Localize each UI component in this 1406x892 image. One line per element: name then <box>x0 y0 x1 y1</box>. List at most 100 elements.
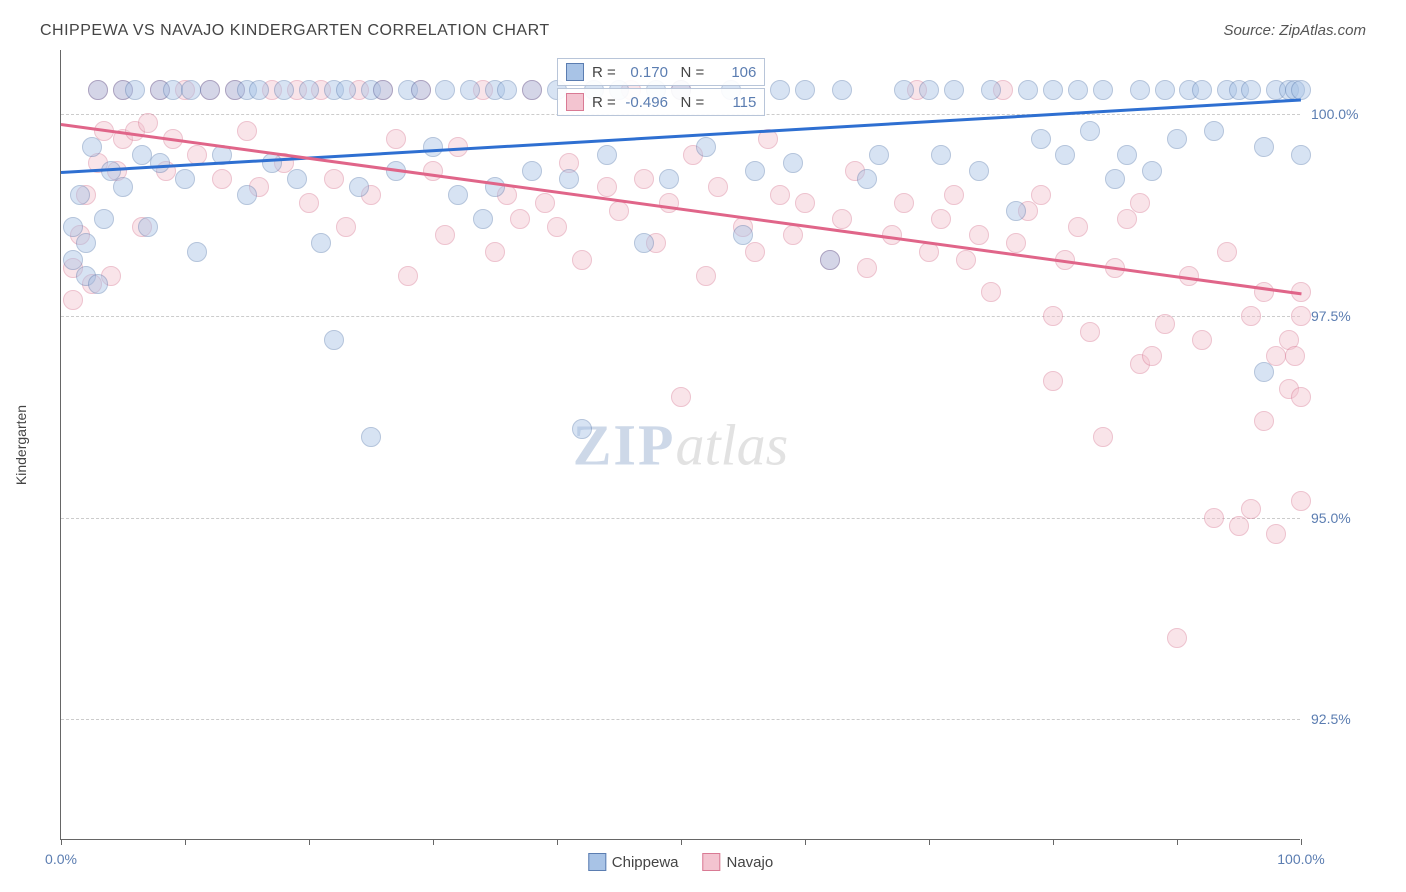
scatter-point-chippewa <box>770 80 790 100</box>
scatter-point-chippewa <box>969 161 989 181</box>
scatter-point-chippewa <box>1105 169 1125 189</box>
scatter-point-chippewa <box>559 169 579 189</box>
scatter-point-navajo <box>572 250 592 270</box>
scatter-point-chippewa <box>181 80 201 100</box>
scatter-point-chippewa <box>1155 80 1175 100</box>
scatter-point-chippewa <box>944 80 964 100</box>
scatter-point-navajo <box>1093 427 1113 447</box>
watermark: ZIPatlas <box>573 411 789 478</box>
scatter-point-chippewa <box>274 80 294 100</box>
gridline-h <box>61 518 1300 519</box>
scatter-point-navajo <box>956 250 976 270</box>
scatter-point-chippewa <box>94 209 114 229</box>
scatter-point-chippewa <box>82 137 102 157</box>
scatter-point-navajo <box>1117 209 1137 229</box>
scatter-point-navajo <box>1155 314 1175 334</box>
scatter-point-navajo <box>1285 346 1305 366</box>
scatter-point-chippewa <box>125 80 145 100</box>
scatter-point-chippewa <box>1192 80 1212 100</box>
scatter-point-chippewa <box>1043 80 1063 100</box>
scatter-point-chippewa <box>163 80 183 100</box>
scatter-point-chippewa <box>1142 161 1162 181</box>
scatter-point-navajo <box>1217 242 1237 262</box>
scatter-point-navajo <box>931 209 951 229</box>
scatter-point-chippewa <box>448 185 468 205</box>
x-tick <box>929 839 930 845</box>
scatter-point-navajo <box>138 113 158 133</box>
scatter-point-chippewa <box>435 80 455 100</box>
scatter-point-chippewa <box>237 185 257 205</box>
scatter-point-chippewa <box>262 153 282 173</box>
scatter-point-chippewa <box>311 233 331 253</box>
scatter-point-navajo <box>510 209 530 229</box>
y-tick-label: 100.0% <box>1311 106 1358 122</box>
stat-swatch-chippewa <box>566 63 584 81</box>
scatter-point-navajo <box>336 217 356 237</box>
scatter-point-chippewa <box>138 217 158 237</box>
scatter-point-chippewa <box>919 80 939 100</box>
scatter-point-chippewa <box>423 137 443 157</box>
source-attribution: Source: ZipAtlas.com <box>1223 22 1366 39</box>
scatter-point-navajo <box>1167 628 1187 648</box>
scatter-point-navajo <box>795 193 815 213</box>
scatter-point-chippewa <box>460 80 480 100</box>
scatter-point-chippewa <box>894 80 914 100</box>
scatter-point-navajo <box>1043 306 1063 326</box>
scatter-point-chippewa <box>411 80 431 100</box>
x-tick <box>557 839 558 845</box>
x-tick <box>1177 839 1178 845</box>
scatter-point-chippewa <box>659 169 679 189</box>
scatter-point-navajo <box>1068 217 1088 237</box>
scatter-point-chippewa <box>1291 80 1311 100</box>
scatter-point-chippewa <box>522 80 542 100</box>
stat-box-navajo: R = -0.496 N = 115 <box>557 88 765 116</box>
x-tick-label: 0.0% <box>45 851 77 867</box>
x-tick <box>1301 839 1302 845</box>
scatter-point-chippewa <box>373 80 393 100</box>
scatter-point-chippewa <box>832 80 852 100</box>
scatter-point-chippewa <box>473 209 493 229</box>
scatter-point-navajo <box>386 129 406 149</box>
scatter-point-navajo <box>696 266 716 286</box>
x-tick-label: 100.0% <box>1277 851 1324 867</box>
x-tick <box>433 839 434 845</box>
x-tick <box>805 839 806 845</box>
scatter-point-navajo <box>832 209 852 229</box>
scatter-point-chippewa <box>820 250 840 270</box>
stat-box-chippewa: R = 0.170 N = 106 <box>557 58 765 86</box>
scatter-point-navajo <box>1130 193 1150 213</box>
scatter-point-chippewa <box>361 427 381 447</box>
scatter-point-navajo <box>324 169 344 189</box>
legend-label-navajo: Navajo <box>727 854 774 871</box>
scatter-point-chippewa <box>336 80 356 100</box>
scatter-point-chippewa <box>249 80 269 100</box>
scatter-point-navajo <box>1241 306 1261 326</box>
scatter-point-chippewa <box>113 177 133 197</box>
scatter-point-navajo <box>1254 282 1274 302</box>
x-tick <box>309 839 310 845</box>
y-tick-label: 95.0% <box>1311 510 1351 526</box>
scatter-point-navajo <box>1291 387 1311 407</box>
scatter-point-chippewa <box>1006 201 1026 221</box>
scatter-point-chippewa <box>287 169 307 189</box>
scatter-point-chippewa <box>522 161 542 181</box>
scatter-point-navajo <box>63 290 83 310</box>
scatter-point-chippewa <box>572 419 592 439</box>
correlation-chart: CHIPPEWA VS NAVAJO KINDERGARTEN CORRELAT… <box>0 0 1406 892</box>
gridline-h <box>61 719 1300 720</box>
x-tick <box>61 839 62 845</box>
scatter-point-chippewa <box>1093 80 1113 100</box>
scatter-point-navajo <box>659 193 679 213</box>
scatter-point-chippewa <box>349 177 369 197</box>
scatter-point-navajo <box>857 258 877 278</box>
legend-item-navajo: Navajo <box>703 853 774 871</box>
scatter-point-chippewa <box>733 225 753 245</box>
scatter-point-navajo <box>1204 508 1224 528</box>
scatter-point-navajo <box>1241 499 1261 519</box>
trendline-navajo <box>61 123 1301 295</box>
stat-text-chippewa: R = 0.170 N = 106 <box>592 64 756 81</box>
legend-label-chippewa: Chippewa <box>612 854 679 871</box>
scatter-point-navajo <box>609 201 629 221</box>
scatter-point-chippewa <box>634 233 654 253</box>
scatter-point-chippewa <box>1080 121 1100 141</box>
